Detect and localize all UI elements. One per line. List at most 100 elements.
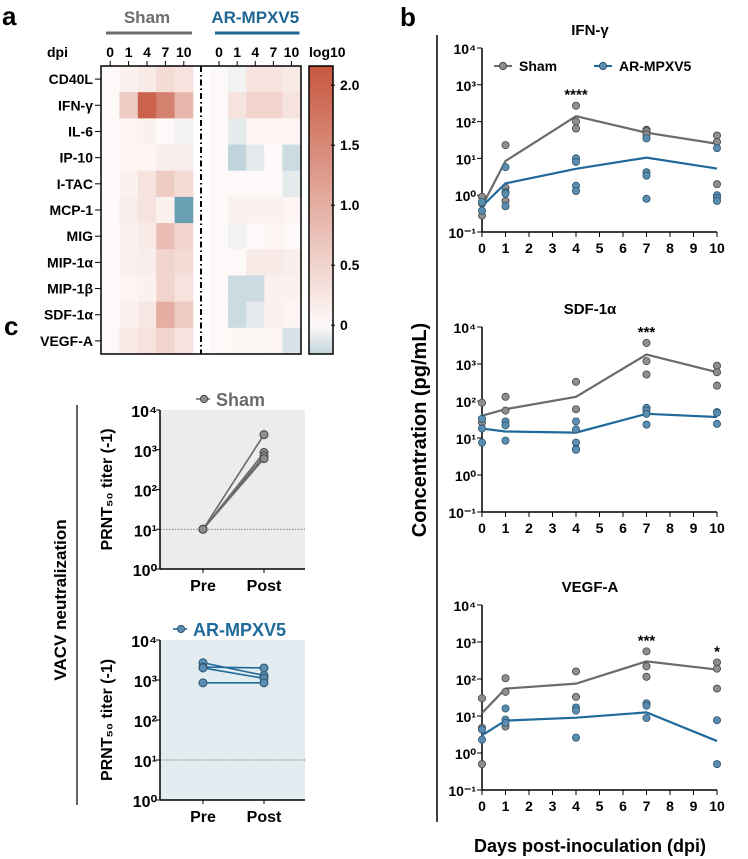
heatmap-cell — [210, 144, 229, 172]
series-line-ar-mpxv5 — [481, 156, 718, 208]
significance-marker: **** — [564, 87, 588, 104]
heatmap-cell — [101, 275, 120, 302]
heatmap-cell — [246, 118, 265, 145]
heatmap-cell — [101, 118, 120, 145]
heatmap-cell — [119, 196, 139, 224]
heatmap-cell — [246, 92, 265, 119]
x-tick-label: 3 — [549, 520, 557, 536]
heatmap-cell — [119, 327, 139, 355]
heatmap-cell — [137, 144, 157, 172]
colorbar-tick-label: 0.5 — [340, 257, 360, 273]
paired-line — [202, 458, 265, 530]
heatmap-cell — [210, 275, 229, 302]
heatmap-cell — [137, 196, 157, 224]
series-line-sham — [481, 353, 718, 417]
y-tick-label: 10⁴ — [454, 41, 477, 57]
x-tick-label: 4 — [572, 520, 580, 536]
subplot-title: IFN-γ — [571, 22, 609, 39]
heatmap-cell — [156, 170, 175, 198]
x-tick-label: 5 — [596, 798, 604, 814]
subplot-sham: 10⁰ 10¹ 10² 10³ 10⁴ Pre Post PRNT₅₀ titer (-1) S… — [99, 390, 305, 595]
y-tick-label: 10⁴ — [131, 634, 157, 651]
heatmap-cell — [137, 275, 157, 302]
x-tick-label: 3 — [549, 798, 557, 814]
heatmap-cell — [264, 301, 283, 329]
plot-background — [160, 410, 305, 569]
data-point-ar-mpxv5 — [642, 714, 651, 723]
data-point-ar-mpxv5 — [713, 419, 722, 428]
legend-label: AR-MPXV5 — [619, 58, 692, 74]
heatmap-cell — [210, 92, 229, 119]
heatmap-cell — [228, 196, 247, 224]
row-label: IFN-γ — [58, 97, 93, 113]
heatmap-cell — [101, 196, 120, 224]
group-label-sham: Sham — [124, 8, 170, 27]
x-tick-label: Pre — [190, 809, 216, 826]
data-point-ar-mpxv5 — [713, 196, 722, 205]
x-tick-label: 8 — [666, 798, 674, 814]
y-tick-label: 10² — [456, 672, 477, 688]
data-point-sham — [501, 406, 510, 415]
heatmap-cell — [282, 118, 301, 145]
data-point-ar-mpxv5 — [713, 716, 722, 725]
significance-marker: * — [714, 643, 720, 660]
data-point-sham — [501, 392, 510, 401]
heatmap-cell — [119, 301, 139, 329]
data-point-sham — [572, 692, 581, 701]
heatmap-cell — [137, 118, 157, 145]
group-label-ar-mpxv5: AR-MPXV5 — [211, 8, 299, 27]
heatmap-cell — [137, 223, 157, 250]
heatmap-cell — [264, 223, 283, 250]
x-tick-label: 4 — [572, 798, 580, 814]
data-point-sham — [642, 357, 651, 366]
row-label: MIP-1α — [47, 254, 93, 270]
heatmap-cell — [210, 196, 229, 224]
heatmap-cell — [119, 223, 139, 250]
heatmap-cell — [119, 92, 139, 119]
x-tick-label: 10 — [709, 798, 725, 814]
heatmap-cell — [246, 301, 265, 329]
heatmap-cell — [119, 275, 139, 302]
subplot-ar-mpxv5: 10⁰ 10¹ 10² 10³ 10⁴ Pre Post PRNT₅₀ titer (-1) A… — [99, 620, 305, 826]
y-tick-label: 10¹ — [134, 754, 157, 771]
data-point-ar-mpxv5 — [501, 436, 510, 445]
series-line-ar-mpxv5 — [481, 711, 718, 743]
data-point-sham — [713, 664, 722, 673]
heatmap-cell — [174, 92, 194, 119]
heatmap-cell — [137, 249, 157, 276]
data-point-sham — [642, 672, 651, 681]
heatmap-cell — [264, 144, 283, 172]
data-point-ar-mpxv5 — [501, 704, 510, 713]
data-point-sham — [642, 647, 651, 656]
data-point-sham — [642, 338, 651, 347]
heatmap-cell — [101, 327, 120, 355]
paired-line — [202, 661, 265, 677]
data-point-sham — [477, 398, 486, 407]
significance-marker: *** — [638, 632, 656, 649]
data-point-ar-mpxv5 — [477, 424, 486, 433]
y-tick-label: 10¹ — [456, 151, 477, 167]
heatmap-cell — [101, 170, 120, 198]
data-point-sham — [501, 674, 510, 683]
data-point-sham — [642, 370, 651, 379]
x-tick-label: 8 — [666, 240, 674, 256]
x-tick-label: 9 — [690, 520, 698, 536]
data-point-pre — [198, 524, 208, 534]
data-point-pre — [198, 678, 208, 688]
heatmap-cell — [119, 118, 139, 145]
data-point-ar-mpxv5 — [572, 417, 581, 426]
x-tick-label: 7 — [643, 798, 651, 814]
y-axis-label: PRNT₅₀ titer (-1) — [99, 659, 116, 781]
data-point-sham — [501, 141, 510, 150]
data-point-sham — [572, 124, 581, 133]
data-point-ar-mpxv5 — [501, 163, 510, 172]
row-label: MIG — [67, 228, 94, 244]
heatmap-cell — [119, 170, 139, 198]
heatmap-cell — [119, 66, 139, 93]
data-point-sham — [642, 662, 651, 671]
x-tick-label: 2 — [525, 520, 533, 536]
heatmap-cell — [264, 327, 283, 355]
colorbar-tick-label: 1.5 — [340, 137, 360, 153]
paired-line — [202, 666, 265, 669]
data-point-ar-mpxv5 — [501, 202, 510, 211]
